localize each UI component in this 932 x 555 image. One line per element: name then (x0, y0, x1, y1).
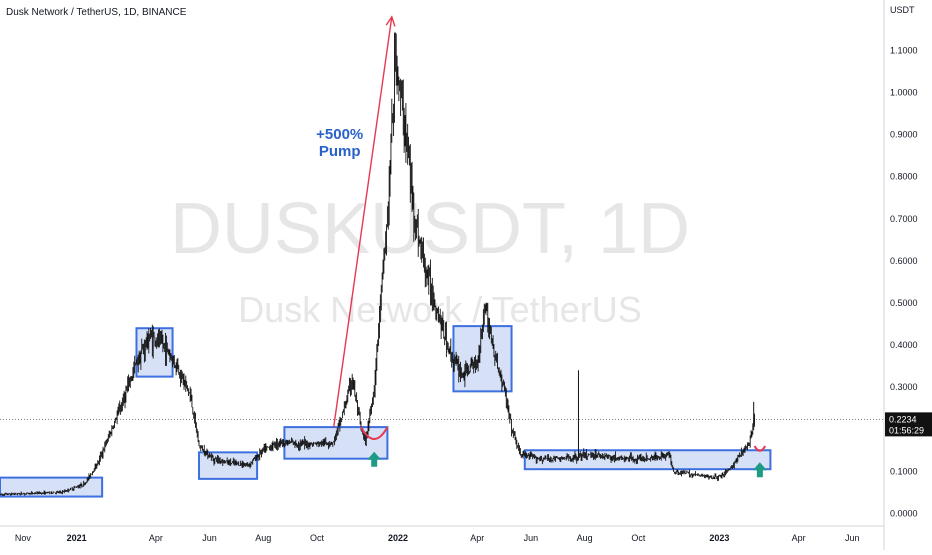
price-tick-label: 0.4000 (890, 340, 918, 350)
time-tick-label: Oct (310, 533, 325, 543)
candles (0, 32, 756, 496)
price-tick-label: 0.3000 (890, 382, 918, 392)
time-tick-label: Apr (470, 533, 484, 543)
pump-arrow-head (385, 15, 396, 27)
price-tick-label: 0.7000 (890, 214, 918, 224)
consolidation-box (0, 476, 104, 498)
price-tick-label: 1.1000 (890, 45, 918, 55)
time-axis[interactable]: Nov 2021 Apr Jun Aug Oct 2022 Apr Jun Aug Oct 2023 A… (15, 533, 860, 543)
time-tick-label: Jun (524, 533, 539, 543)
pump-arrow-line (333, 16, 393, 428)
currency-label: USDT (890, 5, 915, 15)
time-tick-label: Nov (15, 533, 32, 543)
time-tick-label: 2022 (388, 533, 408, 543)
annotations: +500%Pump (316, 15, 767, 478)
pump-label-word: Pump (319, 143, 361, 160)
price-tick-label: 0.5000 (890, 298, 918, 308)
price-tick-label: 0.8000 (890, 172, 918, 182)
time-tick-label: Apr (149, 533, 163, 543)
time-tick-label: Aug (577, 533, 593, 543)
last-price-label-bg (885, 412, 932, 437)
time-tick-label: Jun (845, 533, 860, 543)
price-tick-label: 0.6000 (890, 256, 918, 266)
up-arrow-icon (367, 451, 382, 467)
price-tick-label: 0.0000 (890, 508, 918, 518)
time-tick-label: Jun (202, 533, 217, 543)
last-price-countdown: 01:56:29 (889, 425, 924, 435)
pump-label-percent: +500% (316, 126, 363, 143)
last-price-value: 0.2234 (889, 414, 917, 424)
time-tick-label: 2023 (709, 533, 729, 543)
cup-mark (360, 426, 389, 440)
time-tick-label: 2021 (67, 533, 87, 543)
time-tick-label: Apr (792, 533, 806, 543)
cup-mark (753, 445, 767, 452)
price-tick-label: 0.1000 (890, 466, 918, 476)
time-tick-label: Aug (255, 533, 271, 543)
watermark-ticker: DUSKUSDT, 1D (170, 189, 690, 269)
price-tick-label: 1.0000 (890, 88, 918, 98)
time-tick-label: Oct (631, 533, 646, 543)
price-tick-label: 0.9000 (890, 130, 918, 140)
up-arrow-icon (752, 462, 767, 478)
symbol-title: Dusk Network / TetherUS, 1D, BINANCE (6, 7, 187, 18)
